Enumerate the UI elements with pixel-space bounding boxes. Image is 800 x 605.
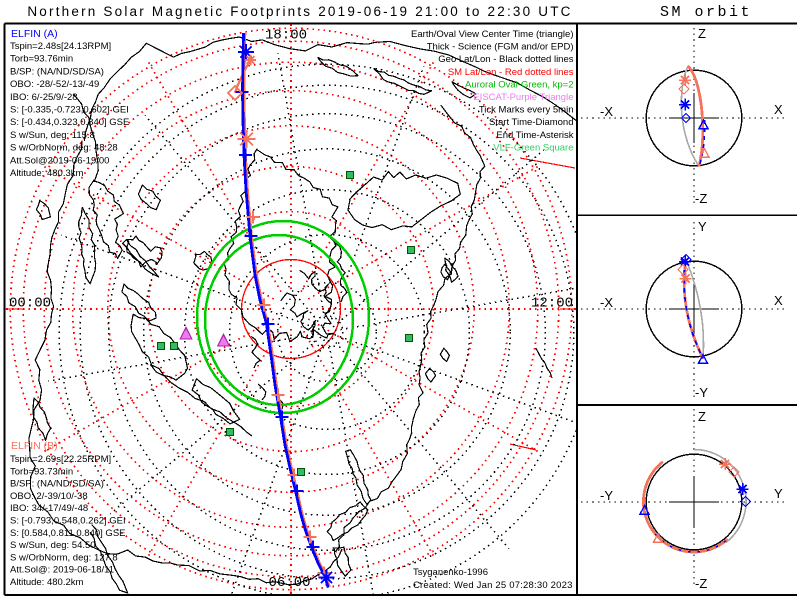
svg-text:S w/Sun, deg: 54.50: S w/Sun, deg: 54.50 [10,540,96,551]
svg-text:Thick - Science (FGM and/or EP: Thick - Science (FGM and/or EPD) [427,42,574,53]
svg-text:Altitude: 480.2km: Altitude: 480.2km [10,577,83,588]
svg-text:IBO: 6/-25/9/-28: IBO: 6/-25/9/-28 [10,92,78,103]
svg-text:SM orbit: SM orbit [660,4,752,21]
svg-text:Tsyganenko-1996: Tsyganenko-1996 [413,567,488,578]
svg-text:Tspin=2.48s[24.13RPM]: Tspin=2.48s[24.13RPM] [10,41,111,52]
svg-text:-Y: -Y [695,385,708,400]
svg-text:-X: -X [600,104,613,119]
svg-text:-Z: -Z [695,191,707,206]
svg-text:IBO: 34/-17/49/-48: IBO: 34/-17/49/-48 [10,503,88,514]
svg-text:ELFIN (B): ELFIN (B) [11,440,58,452]
svg-text:18:00: 18:00 [265,28,307,44]
svg-text:S w/OrbNorm, deg: 48.28: S w/OrbNorm, deg: 48.28 [10,143,118,154]
svg-text:OBO: 2/-39/10/-38: OBO: 2/-39/10/-38 [10,491,88,502]
svg-text:ELFIN (A): ELFIN (A) [11,28,58,40]
svg-text:Tick Marks every 5min: Tick Marks every 5min [479,105,574,116]
svg-text:SM Lat/Lon - Red dotted lines: SM Lat/Lon - Red dotted lines [448,67,574,78]
svg-text:S: [0.584,0.811,0.840] GSE: S: [0.584,0.811,0.840] GSE [10,528,126,539]
svg-text:-Y: -Y [600,488,613,503]
svg-text:Altitude: 480.3km: Altitude: 480.3km [10,168,83,179]
svg-text:00:00: 00:00 [9,296,51,312]
svg-text:06:00: 06:00 [268,575,310,591]
svg-text:Start Time-Diamond: Start Time-Diamond [489,117,573,128]
svg-text:Att.Sol@2019-06-19/00: Att.Sol@2019-06-19/00 [10,155,109,166]
svg-text:S w/Sun, deg: 115.8: S w/Sun, deg: 115.8 [10,130,95,141]
svg-text:Northern Solar Magnetic Footpr: Northern Solar Magnetic Footprints 2019-… [27,4,572,19]
svg-text:12:00: 12:00 [531,296,573,312]
svg-text:Created: Wed Jan 25 07:28:30 2: Created: Wed Jan 25 07:28:30 2023 [413,580,573,591]
svg-text:X: X [774,293,783,308]
svg-text:Z: Z [698,26,706,41]
svg-text:X: X [774,102,783,117]
svg-text:Y: Y [698,219,707,234]
svg-text:-Z: -Z [695,576,707,591]
svg-text:S: [-0.434,0.323,0.840] GSE: S: [-0.434,0.323,0.840] GSE [10,117,129,128]
svg-text:EISCAT-Purple Triangle: EISCAT-Purple Triangle [473,92,573,103]
svg-text:Y: Y [774,486,783,501]
svg-text:End Time-Asterisk: End Time-Asterisk [496,130,573,141]
svg-text:Earth/Oval View Center Time (t: Earth/Oval View Center Time (triangle) [411,29,573,40]
svg-text:Z: Z [698,409,706,424]
svg-text:S w/OrbNorm, deg: 127.8: S w/OrbNorm, deg: 127.8 [10,552,118,563]
svg-text:VLF-Green Square: VLF-Green Square [493,142,573,153]
svg-text:B/SP: (NA/ND/SD/SA): B/SP: (NA/ND/SD/SA) [10,479,104,490]
svg-text:Torb=93.76min: Torb=93.76min [10,54,73,65]
svg-text:Att.Sol@: 2019-06-18/11: Att.Sol@: 2019-06-18/11 [10,565,114,576]
svg-text:Geo Lat/Lon - Black dotted lin: Geo Lat/Lon - Black dotted lines [438,54,573,65]
svg-text:B/SP: (NA/ND/SD/SA): B/SP: (NA/ND/SD/SA) [10,66,104,77]
svg-text:Tspin=2.69s[22.25RPM]: Tspin=2.69s[22.25RPM] [10,454,111,465]
svg-text:Auroral Oval-Green, kp=2: Auroral Oval-Green, kp=2 [465,79,574,90]
svg-text:-X: -X [600,295,613,310]
svg-text:S: [-0.793,0.548,0.262] GEI: S: [-0.793,0.548,0.262] GEI [10,516,126,527]
svg-text:OBO: -28/-52/-13/-49: OBO: -28/-52/-13/-49 [10,79,99,90]
svg-text:Torb=93.73min: Torb=93.73min [10,466,73,477]
svg-text:S: [-0.335,-0.723,0.602] GEI: S: [-0.335,-0.723,0.602] GEI [10,105,129,116]
